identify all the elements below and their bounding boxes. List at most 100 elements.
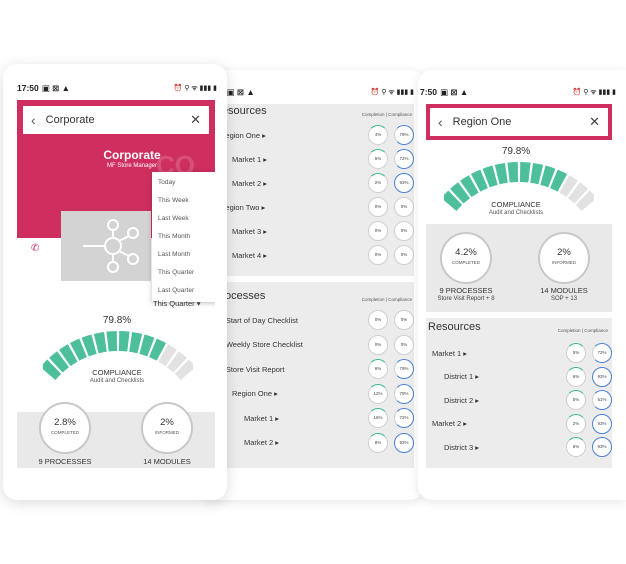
- list-item[interactable]: Market 1 ▸ 5% 72%: [426, 342, 612, 364]
- completion-ring: 0%: [368, 310, 388, 330]
- list-item[interactable]: Region One ▸ 4% 79%: [214, 124, 414, 146]
- gauge-segment: [575, 190, 594, 211]
- hero-title: Corporate: [103, 148, 161, 162]
- search-bar[interactable]: ‹ Corporate ✕: [23, 106, 209, 134]
- list-item[interactable]: Market 3 ▸ 0% 0%: [214, 220, 414, 242]
- completed-value: 4.2%: [455, 247, 477, 258]
- period-option[interactable]: Last Month: [158, 251, 191, 258]
- status-bar: 17:50 ▣ ⊠ ▲ ⏰ ⚲ ᯤ ▮▮▮ ▮: [17, 82, 217, 94]
- phone-icon[interactable]: ✆: [31, 243, 40, 254]
- list-item-label: ▾ Start of Day Checklist: [220, 315, 298, 325]
- period-dropdown-menu: Today This Week Last Week This Month Last Mo…: [152, 172, 215, 302]
- completion-ring: 5%: [368, 149, 388, 169]
- list-item[interactable]: ▴ Store Visit Report 6% 79%: [214, 358, 414, 380]
- period-option[interactable]: Today: [158, 179, 176, 186]
- close-icon[interactable]: ✕: [190, 112, 201, 127]
- compliance-percent: 79.8%: [501, 146, 531, 157]
- completion-ring: 12%: [368, 383, 388, 404]
- informed-label: INFORMED: [155, 430, 179, 435]
- compliance-ring: 93%: [394, 173, 414, 193]
- list-item[interactable]: Market 1 ▸ 5% 72%: [214, 148, 414, 170]
- list-item[interactable]: ▾ Weekly Store Checklist 0% 0%: [214, 334, 414, 356]
- informed-circle[interactable]: 2% INFORMED: [538, 232, 590, 284]
- gauge-segment: [158, 344, 177, 367]
- gauge-segment: [81, 334, 97, 357]
- compliance-ring: 0%: [394, 310, 414, 330]
- system-icons: ⏰ ⚲ ᯤ ▮▮▮ ▮: [370, 88, 414, 96]
- compliance-sublabel: Audit and Checklists: [89, 378, 145, 384]
- search-input[interactable]: Region One: [452, 116, 512, 128]
- screen: Resources Completion | Compliance Region…: [214, 104, 414, 468]
- informed-circle[interactable]: 2% INFORMED: [141, 402, 193, 454]
- completed-label: COMPLETED: [50, 430, 79, 435]
- column-header: Completion | Compliance: [557, 328, 608, 333]
- list-item-label: Market 2 ▸: [432, 419, 468, 428]
- period-option[interactable]: Last Quarter: [158, 287, 195, 294]
- completed-circle[interactable]: 2.8% COMPLETED: [39, 402, 91, 454]
- list-item[interactable]: District 3 ▸ 6% 93%: [426, 436, 612, 458]
- resources-panel: Resources Completion | Compliance Region…: [214, 104, 414, 276]
- hierarchy-image: [61, 211, 151, 281]
- back-icon[interactable]: ‹: [31, 112, 36, 128]
- list-item[interactable]: Market 2 ▸ 8% 93%: [214, 432, 414, 454]
- period-option[interactable]: This Quarter: [158, 269, 195, 276]
- list-item[interactable]: District 2 ▸ 5% 51%: [426, 389, 612, 411]
- completion-ring: 2%: [368, 173, 388, 193]
- status-time: 17:50: [17, 83, 39, 93]
- gauge-segment: [507, 162, 519, 183]
- search-input[interactable]: Corporate: [45, 114, 95, 126]
- list-item[interactable]: District 1 ▸ 6% 93%: [426, 366, 612, 388]
- list-item[interactable]: Market 1 ▸ 16% 72%: [214, 407, 414, 429]
- screen: ‹ Region One ✕ 79.8% COMPLIANCE Audit an…: [426, 104, 612, 468]
- completion-ring: 0%: [368, 221, 388, 241]
- status-bar: 7:50 ▣ ⊠ ▲ ⏰ ⚲ ᯤ ▮▮▮ ▮: [420, 86, 616, 98]
- hub-icon: [83, 219, 139, 273]
- completion-ring: 5%: [566, 343, 586, 363]
- modules-count: 14 MODULES: [540, 286, 588, 295]
- completed-value: 2.8%: [54, 417, 76, 428]
- close-icon[interactable]: ✕: [589, 114, 600, 129]
- gauge-segment: [106, 331, 118, 352]
- period-option[interactable]: Last Week: [158, 215, 189, 222]
- compliance-ring: 0%: [394, 197, 414, 217]
- gauge-segment: [567, 182, 588, 204]
- notification-icons: ▣ ⊠ ▲: [440, 86, 469, 97]
- period-select-value: This Quarter: [153, 299, 195, 308]
- processes-count: 9 PROCESSES: [439, 286, 493, 295]
- compliance-ring: 72%: [592, 343, 612, 363]
- list-item[interactable]: Market 2 ▸ 2% 93%: [426, 413, 612, 435]
- compliance-percent: 79.8%: [102, 315, 132, 326]
- list-item[interactable]: Region Two ▸ 0% 0%: [214, 196, 414, 218]
- caret-down-icon: ▾: [196, 299, 201, 308]
- period-option[interactable]: This Week: [158, 197, 189, 204]
- informed-value: 2%: [557, 247, 571, 258]
- list-item-label: District 2 ▸: [444, 395, 480, 405]
- gauge-segment: [93, 331, 107, 354]
- period-option[interactable]: This Month: [158, 233, 191, 240]
- compliance-label: COMPLIANCE: [491, 200, 541, 209]
- gauge-segment: [444, 190, 463, 211]
- processes-panel: Processes Completion | Compliance ▾ Star…: [214, 282, 414, 468]
- resources-panel: Resources Completion | Compliance Market…: [426, 318, 612, 468]
- compliance-ring: 0%: [394, 245, 414, 265]
- period-select[interactable]: This Quarter ▾: [153, 299, 201, 308]
- column-header: Completion | Compliance: [361, 297, 412, 302]
- list-item[interactable]: Market 4 ▸ 0% 0%: [214, 244, 414, 266]
- compliance-ring: 93%: [592, 437, 612, 457]
- processes-count: 9 PROCESSES: [38, 457, 92, 466]
- back-icon[interactable]: ‹: [438, 114, 443, 130]
- completion-ring: 2%: [566, 413, 586, 434]
- modules-detail: SOP + 13: [550, 296, 578, 302]
- list-item[interactable]: ▾ Start of Day Checklist 0% 0%: [214, 309, 414, 331]
- list-item[interactable]: Market 2 ▸ 2% 93%: [214, 172, 414, 194]
- status-time: 7:50: [420, 87, 438, 97]
- system-icons: ⏰ ⚲ ᯤ ▮▮▮ ▮: [173, 84, 217, 92]
- compliance-ring: 0%: [394, 334, 414, 355]
- search-bar[interactable]: ‹ Region One ✕: [430, 108, 608, 136]
- completed-circle[interactable]: 4.2% COMPLETED: [440, 232, 492, 284]
- list-item-label: Market 1 ▸: [244, 413, 280, 423]
- gauge-segment: [149, 338, 167, 361]
- gauge-segment: [129, 331, 143, 354]
- gauge-segment: [139, 334, 155, 357]
- list-item[interactable]: Region One ▸ 12% 79%: [214, 383, 414, 405]
